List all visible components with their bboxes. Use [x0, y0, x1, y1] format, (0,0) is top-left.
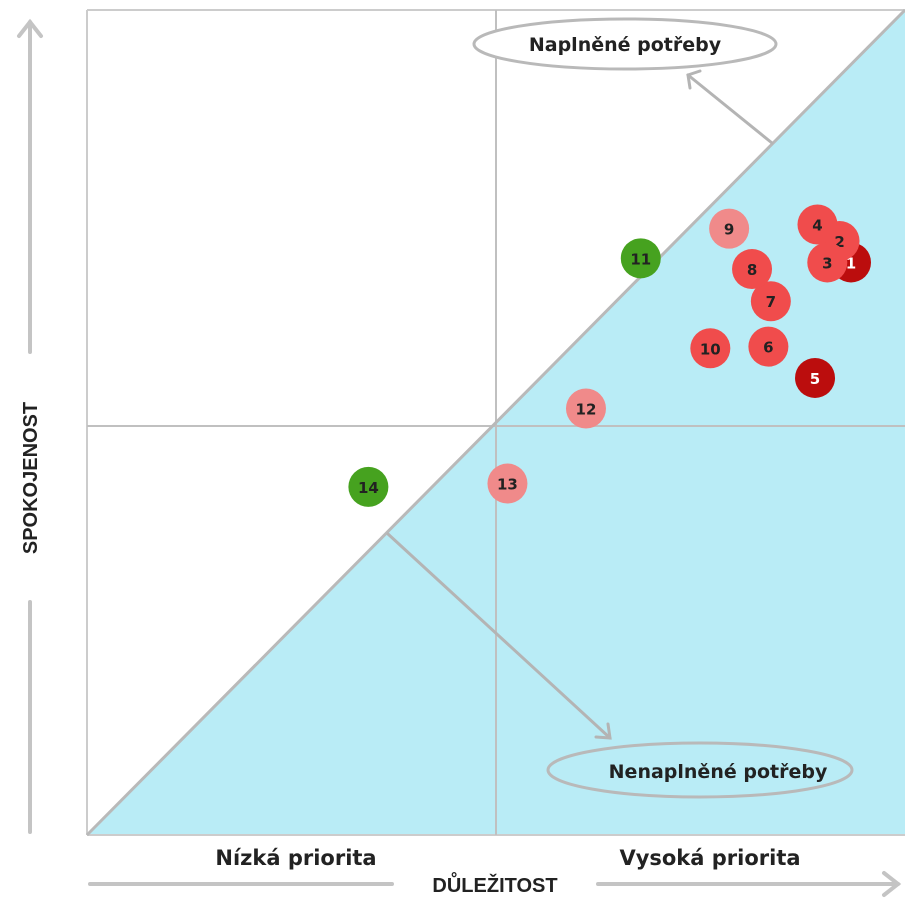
data-point-10: 10: [690, 328, 731, 369]
data-point-marker: [795, 357, 836, 398]
x-category-low: Nízká priorita: [215, 846, 376, 870]
y-axis-label: SPOKOJENOST: [20, 402, 42, 554]
x-category-high: Vysoká priorita: [619, 846, 800, 870]
data-point-13: 13: [487, 463, 528, 504]
data-point-marker: [620, 238, 661, 279]
data-point-marker: [709, 208, 750, 249]
data-point-label: 3: [822, 254, 832, 272]
data-point-label: 5: [810, 370, 820, 388]
data-point-9: 9: [709, 208, 750, 249]
data-point-label: 8: [747, 261, 757, 279]
data-point-label: 11: [630, 250, 651, 268]
data-point-marker: [565, 388, 606, 429]
data-point-11: 11: [620, 238, 661, 279]
data-point-marker: [807, 242, 848, 283]
callout-fulfilled-label: Naplněné potřeby: [529, 34, 722, 56]
callout-fulfilled: Naplněné potřeby: [472, 17, 778, 71]
data-point-3: 3: [807, 242, 848, 283]
data-point-marker: [797, 204, 838, 245]
callout-unfulfilled: Nenaplněné potřeby: [546, 741, 854, 799]
data-point-marker: [750, 281, 791, 322]
data-point-4: 4: [797, 204, 838, 245]
y-axis-arrow: [17, 18, 43, 834]
data-point-marker: [690, 328, 731, 369]
data-point-label: 4: [812, 217, 822, 235]
data-point-label: 14: [358, 479, 379, 497]
data-point-label: 13: [497, 476, 518, 494]
data-point-14: 14: [348, 466, 389, 507]
x-axis-arrow: [88, 871, 902, 897]
diagonal-line: [85, 8, 905, 837]
data-point-label: 10: [700, 340, 721, 358]
arrow-to-unfulfilled: [386, 532, 612, 740]
data-point-8: 8: [732, 249, 773, 290]
data-point-label: 12: [576, 400, 597, 418]
data-point-marker: [732, 249, 773, 290]
arrow-to-fulfilled: [686, 69, 774, 145]
x-axis-label: DŮLEŽITOST: [432, 871, 557, 897]
data-point-label: 6: [763, 339, 773, 357]
callout-unfulfilled-label: Nenaplněné potřeby: [609, 761, 828, 783]
data-point-label: 1: [846, 254, 856, 272]
data-point-12: 12: [565, 388, 606, 429]
data-point-marker: [487, 463, 528, 504]
data-point-5: 5: [795, 357, 836, 398]
data-point-marker: [348, 466, 389, 507]
data-point-label: 9: [724, 221, 734, 239]
data-point-marker: [748, 326, 789, 367]
data-point-label: 2: [834, 233, 844, 251]
data-point-label: 7: [766, 293, 776, 311]
data-point-6: 6: [748, 326, 789, 367]
data-point-7: 7: [750, 281, 791, 322]
